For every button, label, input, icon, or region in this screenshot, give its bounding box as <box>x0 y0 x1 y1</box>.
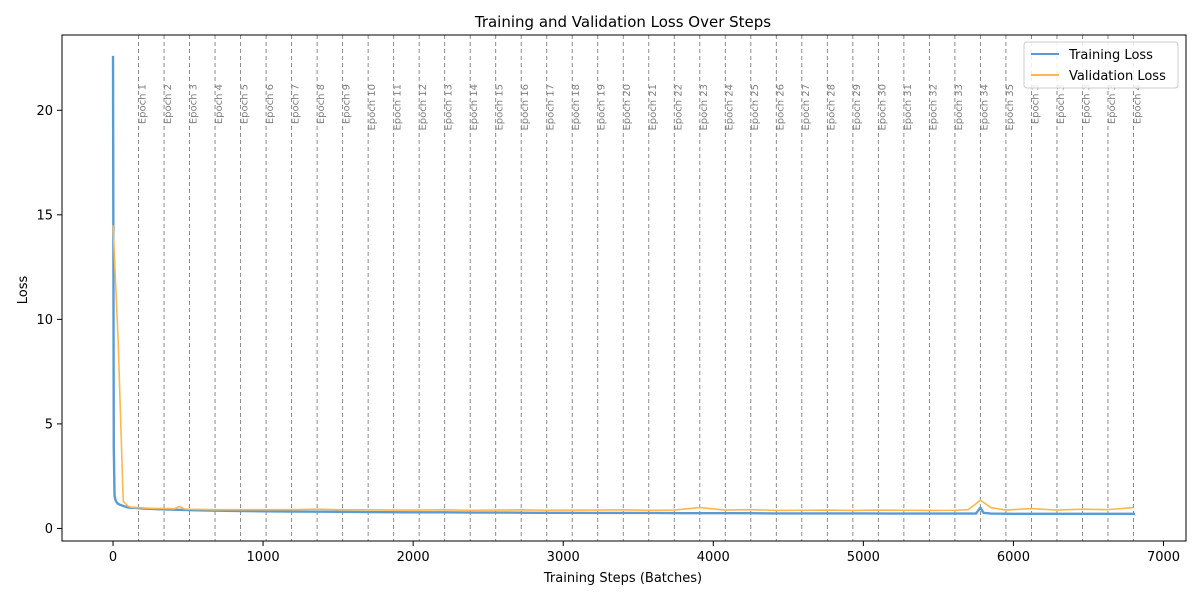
epoch-label: Epoch 3 <box>1030 84 1041 124</box>
epoch-label: Epoch 18 <box>571 84 582 131</box>
legend-label-validation: Validation Loss <box>1069 69 1166 84</box>
epoch-label: Epoch 29 <box>852 84 863 131</box>
epoch-label: Epoch 12 <box>418 84 429 131</box>
epoch-label: Epoch 10 <box>367 84 378 131</box>
epoch-label: Epoch 3 <box>1056 84 1067 124</box>
y-axis-label: Loss <box>16 276 31 305</box>
epoch-label: Epoch 30 <box>877 84 888 131</box>
epoch-label: Epoch 3 <box>1081 84 1092 124</box>
x-tick-label: 4000 <box>697 550 730 565</box>
x-tick-label: 1000 <box>247 550 280 565</box>
epoch-label: Epoch 27 <box>801 84 812 131</box>
series-lines <box>111 55 1135 516</box>
epoch-label: Epoch 15 <box>495 84 506 131</box>
y-tick-label: 5 <box>45 417 53 432</box>
epoch-label: Epoch 19 <box>597 84 608 131</box>
epoch-label: Epoch 5 <box>240 84 251 124</box>
epoch-label: Epoch 24 <box>724 84 735 131</box>
x-tick-label: 0 <box>109 550 117 565</box>
plot-frame <box>61 34 1187 542</box>
epoch-label: Epoch 26 <box>775 84 786 131</box>
epoch-label: Epoch 23 <box>699 84 710 131</box>
legend: Training Loss Validation Loss <box>1023 41 1179 89</box>
x-tick-label: 5000 <box>847 550 880 565</box>
x-axis-label: Training Steps (Batches) <box>543 571 702 586</box>
y-tick-label: 0 <box>45 522 53 537</box>
epoch-label: Epoch 13 <box>444 84 455 131</box>
epoch-label: Epoch 6 <box>265 84 276 124</box>
legend-label-training: Training Loss <box>1068 48 1153 63</box>
chart-title: Training and Validation Loss Over Steps <box>474 13 771 31</box>
epoch-label: Epoch 22 <box>673 84 684 131</box>
epoch-label: Epoch 2 <box>163 84 174 124</box>
epoch-label: Epoch 14 <box>469 84 480 131</box>
epoch-label: Epoch 4 <box>1132 84 1143 124</box>
epoch-label: Epoch 25 <box>750 84 761 131</box>
x-tick-label: 7000 <box>1147 550 1180 565</box>
epoch-label: Epoch 31 <box>903 84 914 131</box>
epoch-label: Epoch 21 <box>648 84 659 131</box>
epoch-label: Epoch 3 <box>189 84 200 124</box>
epoch-label: Epoch 7 <box>291 84 302 124</box>
epoch-label: Epoch 11 <box>393 84 404 131</box>
y-axis-ticks: 0 5 10 15 20 <box>36 104 62 537</box>
epoch-label: Epoch 28 <box>826 84 837 131</box>
epoch-label: Epoch 32 <box>928 84 939 131</box>
epoch-markers: Epoch 1 Epoch 2 Epoch 3 Epoch 4 Epoch 5 Epoch… <box>138 35 1143 541</box>
x-axis-ticks: 0 1000 2000 3000 4000 5000 6000 7000 <box>109 541 1180 565</box>
epoch-label: Epoch 17 <box>546 84 557 131</box>
legend-box <box>1023 41 1179 89</box>
x-tick-label: 6000 <box>997 550 1030 565</box>
epoch-label: Epoch 35 <box>1005 84 1016 131</box>
epoch-label: Epoch 34 <box>979 84 990 131</box>
epoch-label: Epoch 16 <box>520 84 531 131</box>
epoch-label: Epoch 20 <box>622 84 633 131</box>
validation-loss-line <box>112 225 1134 512</box>
epoch-label: Epoch 1 <box>138 84 149 124</box>
epoch-label: Epoch 3 <box>1107 84 1118 124</box>
epoch-label: Epoch 4 <box>214 84 225 124</box>
x-tick-label: 3000 <box>547 550 580 565</box>
epoch-label: Epoch 33 <box>954 84 965 131</box>
epoch-label: Epoch 9 <box>342 84 353 124</box>
y-tick-label: 10 <box>36 313 53 328</box>
y-tick-label: 15 <box>36 208 53 223</box>
x-tick-label: 2000 <box>397 550 430 565</box>
training-loss-line <box>111 55 1135 516</box>
epoch-label: Epoch 8 <box>316 84 327 124</box>
y-tick-label: 20 <box>36 104 53 119</box>
